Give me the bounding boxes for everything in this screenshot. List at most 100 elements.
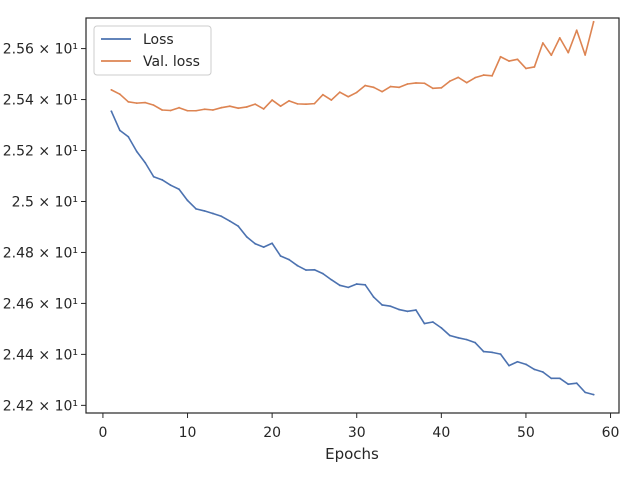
data-point-loss [203, 210, 206, 212]
data-point-val-loss [533, 66, 536, 68]
data-point-val-loss [203, 108, 206, 111]
data-point-loss [271, 242, 274, 245]
data-point-val-loss [372, 86, 375, 89]
x-tick-label: 20 [263, 425, 281, 441]
data-point-loss [296, 264, 299, 267]
data-point-loss [178, 188, 180, 191]
legend: Loss Val. loss [93, 25, 212, 76]
data-point-loss [169, 184, 172, 187]
data-point-loss [415, 309, 417, 311]
plot-series [110, 20, 595, 396]
data-point-val-loss [127, 100, 130, 103]
x-tick-label: 40 [432, 425, 450, 441]
data-point-val-loss [541, 42, 544, 44]
data-point-loss [541, 371, 544, 373]
data-point-loss [423, 322, 426, 325]
data-point-loss [330, 278, 333, 281]
data-point-val-loss [364, 84, 367, 87]
data-point-loss [584, 391, 587, 394]
data-point-loss [398, 308, 400, 311]
y-tick-label: 2.48 × 10¹ [3, 245, 78, 261]
x-tick-label: 0 [98, 425, 107, 441]
data-point-val-loss [592, 20, 595, 23]
data-point-val-loss [355, 91, 358, 94]
data-point-loss [508, 364, 510, 367]
data-point-val-loss [398, 86, 400, 89]
y-tick-label: 2.46 × 10¹ [3, 296, 78, 312]
data-point-loss [389, 305, 392, 308]
data-point-val-loss [491, 74, 493, 77]
data-point-loss [118, 129, 121, 132]
data-point-val-loss [558, 36, 561, 39]
data-point-loss [558, 377, 561, 380]
data-point-loss [262, 246, 265, 249]
legend-label-val-loss: Val. loss [143, 54, 200, 70]
data-point-val-loss [389, 85, 392, 88]
data-point-loss [228, 220, 231, 223]
data-point-loss [372, 296, 375, 298]
data-point-loss [135, 150, 138, 153]
data-point-val-loss [212, 109, 214, 111]
data-point-loss [313, 268, 316, 271]
data-point-loss [482, 350, 485, 353]
data-point-val-loss [195, 109, 197, 112]
data-point-loss [431, 321, 434, 323]
data-point-val-loss [457, 76, 460, 79]
data-point-val-loss [516, 58, 519, 61]
data-point-val-loss [186, 109, 189, 112]
data-point-val-loss [228, 105, 231, 108]
series-line-val-loss [110, 21, 595, 112]
data-point-loss [305, 269, 307, 271]
data-point-val-loss [525, 67, 527, 70]
data-point-loss [254, 242, 257, 245]
data-point-val-loss [584, 54, 587, 56]
data-point-val-loss [474, 76, 477, 79]
data-point-loss [161, 178, 164, 181]
data-point-val-loss [279, 105, 282, 108]
data-point-loss [288, 258, 290, 261]
data-point-val-loss [575, 29, 578, 32]
data-point-loss [381, 304, 384, 306]
data-point-val-loss [406, 83, 409, 85]
data-point-val-loss [245, 106, 248, 108]
data-point-loss [237, 225, 240, 228]
data-point-val-loss [135, 102, 138, 105]
data-point-val-loss [313, 102, 316, 105]
x-tick-label: 50 [517, 425, 535, 441]
data-point-loss [195, 207, 197, 210]
data-point-val-loss [144, 101, 147, 104]
data-point-loss [474, 341, 477, 344]
x-tick-label: 10 [179, 425, 197, 441]
data-point-val-loss [381, 90, 384, 93]
data-point-loss [575, 382, 578, 385]
y-tick-label: 2.5 × 10¹ [12, 194, 78, 210]
y-tick-label: 2.42 × 10¹ [3, 398, 78, 414]
data-point-val-loss [237, 107, 240, 110]
data-point-val-loss [220, 106, 223, 109]
x-tick-label: 30 [348, 425, 366, 441]
data-point-val-loss [465, 81, 468, 84]
data-point-loss [364, 283, 367, 286]
data-point-val-loss [254, 103, 257, 106]
data-point-loss [457, 336, 460, 339]
data-point-loss [152, 175, 155, 178]
x-axis-label: Epochs [325, 445, 379, 463]
data-point-loss [347, 286, 350, 289]
data-point-val-loss [262, 108, 265, 110]
plot-frame [85, 17, 620, 414]
data-point-loss [525, 363, 527, 366]
y-tick-label: 2.52 × 10¹ [3, 144, 78, 160]
data-point-loss [186, 199, 189, 202]
data-point-val-loss [482, 74, 485, 76]
data-point-val-loss [431, 87, 434, 90]
y-tick-label: 2.54 × 10¹ [3, 93, 78, 109]
x-axis: 0 10 20 30 40 50 60 [98, 413, 619, 441]
data-point-val-loss [169, 109, 172, 112]
data-point-val-loss [296, 102, 299, 105]
data-point-loss [440, 326, 443, 329]
data-point-loss [338, 284, 341, 287]
legend-label-loss: Loss [143, 32, 174, 48]
data-point-val-loss [288, 99, 290, 102]
data-point-val-loss [321, 93, 324, 96]
